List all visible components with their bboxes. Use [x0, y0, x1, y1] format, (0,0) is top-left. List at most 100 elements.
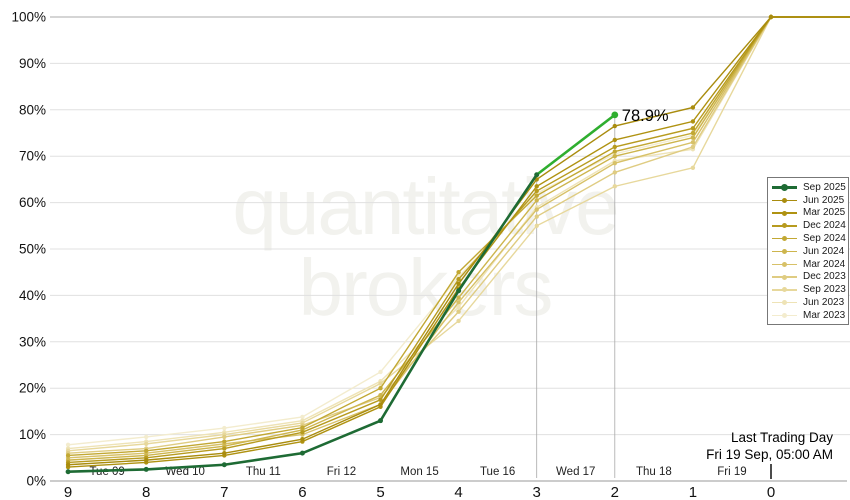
- legend-line-icon: [771, 208, 798, 217]
- data-point: [378, 369, 383, 375]
- data-point: [534, 188, 539, 194]
- series-line-jun-2024: [68, 16, 850, 461]
- data-point: [534, 193, 539, 198]
- day-label: Thu 11: [246, 466, 281, 478]
- data-point: [300, 437, 305, 442]
- legend-label: Mar 2024: [803, 258, 846, 270]
- data-point: [690, 135, 696, 140]
- live-series: [65, 111, 619, 475]
- y-tick-label: 0%: [26, 474, 46, 489]
- data-point: [300, 430, 305, 435]
- legend-item-sep-2024[interactable]: Sep 2024: [771, 232, 846, 245]
- legend-label: Jun 2024: [803, 245, 845, 257]
- data-point: [456, 309, 461, 314]
- data-point: [221, 462, 227, 468]
- data-point: [534, 207, 539, 212]
- live-data-point: [611, 111, 619, 119]
- legend-item-jun-2025[interactable]: Jun 2025: [771, 194, 845, 207]
- data-point: [378, 418, 383, 424]
- y-tick-label: 80%: [19, 102, 46, 117]
- series-lines: [65, 14, 850, 470]
- legend-label: Sep 2024: [803, 233, 846, 245]
- day-label: Tue 16: [480, 466, 515, 478]
- data-point: [456, 281, 461, 286]
- data-point: [690, 130, 696, 136]
- data-point: [612, 154, 617, 159]
- legend-item-sep-2023[interactable]: Sep 2023: [771, 283, 846, 296]
- data-point: [690, 140, 696, 145]
- legend-item-dec-2023[interactable]: Dec 2023: [771, 271, 846, 284]
- series-line-dec-2024: [68, 16, 850, 464]
- annotation: 78.9%: [622, 107, 669, 125]
- data-point: [690, 144, 696, 150]
- data-point: [690, 105, 696, 110]
- data-point: [144, 448, 149, 454]
- y-tick-label: 40%: [19, 288, 46, 303]
- legend-item-dec-2024[interactable]: Dec 2024: [771, 219, 846, 232]
- legend-item-sep-2025[interactable]: Sep 2025: [771, 181, 846, 194]
- day-labels: Tue 09 Wed 10 Thu 11 Fri 12 Mon 15 Tue 16 Wed …: [89, 466, 746, 478]
- legend-label: Mar 2023: [803, 309, 846, 321]
- data-point: [534, 198, 539, 203]
- series-line-jun-2025: [68, 16, 850, 466]
- data-point: [300, 414, 305, 420]
- x-tick-label: 4: [454, 484, 462, 500]
- data-point: [378, 386, 383, 391]
- legend-item-mar-2024[interactable]: Mar 2024: [771, 258, 845, 271]
- data-point: [378, 392, 383, 398]
- y-tick-label: 60%: [19, 195, 46, 210]
- data-point: [222, 425, 227, 431]
- y-tick-label: 100%: [11, 10, 46, 25]
- legend-line-icon: [771, 247, 798, 256]
- x-tick-label: 8: [142, 484, 150, 500]
- day-label: Fri 12: [327, 466, 356, 478]
- legend-label: Jun 2023: [803, 297, 845, 309]
- y-tick-label: 50%: [19, 242, 46, 257]
- legend-item-mar-2023[interactable]: Mar 2023: [771, 309, 845, 322]
- day-label: Thu 18: [636, 466, 672, 478]
- data-point: [65, 442, 71, 448]
- legend-label: Jun 2025: [803, 194, 845, 206]
- data-point: [612, 137, 617, 143]
- annotation-label: 78.9%: [622, 107, 669, 125]
- data-point: [456, 288, 462, 294]
- data-point: [65, 469, 71, 475]
- day-label: Wed 10: [166, 466, 205, 478]
- data-point: [690, 165, 696, 170]
- y-tick-label: 10%: [19, 427, 46, 442]
- x-tick-label: 3: [533, 484, 541, 500]
- legend-label: Dec 2023: [803, 271, 846, 283]
- series-line-mar-2025: [68, 16, 850, 468]
- legend-item-jun-2023[interactable]: Jun 2023: [771, 296, 845, 309]
- y-tick-label: 90%: [19, 56, 46, 71]
- legend-item-jun-2024[interactable]: Jun 2024: [771, 245, 845, 258]
- last-trading-day-time: Fri 19 Sep, 05:00 AM: [706, 447, 833, 462]
- legend-item-mar-2025[interactable]: Mar 2025: [771, 207, 845, 220]
- data-point: [612, 184, 617, 189]
- legend-line-icon: [771, 311, 798, 320]
- data-point: [534, 172, 540, 178]
- data-point: [65, 453, 71, 458]
- data-point: [222, 434, 227, 440]
- y-tick-label: 20%: [19, 381, 46, 396]
- legend-label: Sep 2023: [803, 284, 846, 296]
- y-tick-label: 70%: [19, 149, 46, 164]
- data-point: [378, 381, 383, 386]
- data-point: [144, 441, 149, 447]
- data-point: [222, 450, 227, 456]
- legend: Sep 2025 Jun 2025 Mar 2025 Dec 2024 Sep 2024…: [767, 177, 849, 325]
- data-point: [612, 149, 617, 154]
- data-point: [144, 457, 149, 463]
- data-point: [612, 123, 617, 129]
- data-point: [456, 304, 461, 310]
- x-tick-label: 1: [689, 484, 697, 500]
- legend-line-icon: [771, 221, 798, 230]
- x-tick-label: 9: [64, 484, 72, 500]
- data-point: [534, 184, 539, 189]
- data-point: [612, 170, 617, 175]
- data-point: [456, 318, 461, 324]
- legend-line-icon: [771, 260, 798, 269]
- data-point: [456, 295, 461, 300]
- data-point: [378, 402, 383, 407]
